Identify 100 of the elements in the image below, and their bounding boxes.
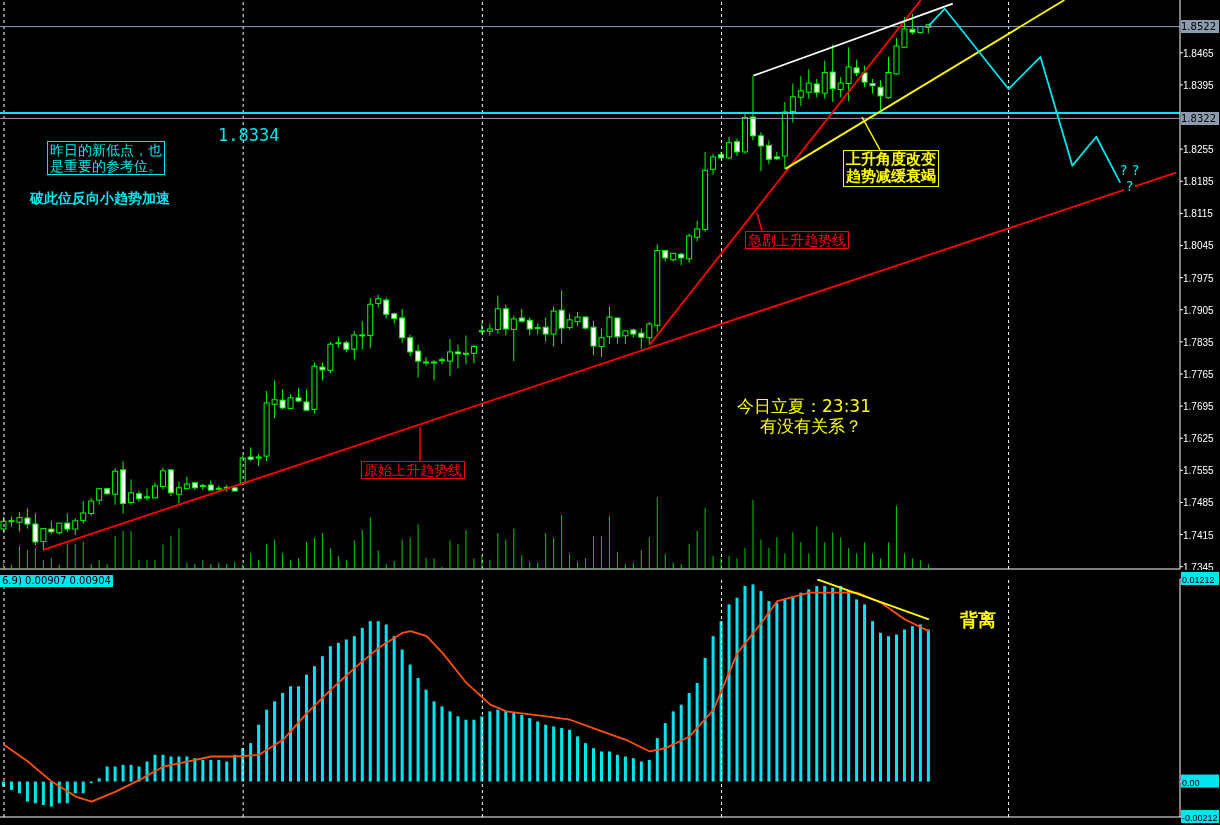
bar <box>145 761 149 782</box>
candlestick <box>478 322 485 335</box>
candlestick <box>710 153 717 176</box>
line-series <box>3 591 930 803</box>
bar <box>384 624 388 782</box>
bar <box>910 626 914 782</box>
bar <box>687 692 691 782</box>
candlestick <box>646 321 653 346</box>
y-tick-label: 1.7695 <box>1183 401 1215 413</box>
bar <box>392 636 396 782</box>
bar <box>328 646 332 782</box>
y-tick-label: 1.7835 <box>1183 336 1215 348</box>
bar <box>711 636 715 782</box>
bar <box>743 586 747 782</box>
bar <box>233 754 237 782</box>
bar <box>400 649 404 782</box>
bar <box>273 701 277 782</box>
candlestick <box>454 344 461 369</box>
candlestick <box>351 330 358 360</box>
ref-line-label: 1.8522 <box>1181 19 1219 33</box>
annotation: ? ? <box>1118 162 1142 179</box>
bar <box>663 723 667 782</box>
bar <box>49 781 53 807</box>
bar <box>289 686 293 782</box>
bar <box>520 714 524 782</box>
candlestick <box>128 479 135 506</box>
candlestick <box>813 78 820 98</box>
candlestick <box>159 467 166 491</box>
bar <box>815 586 819 782</box>
bar <box>312 666 316 782</box>
bar <box>225 761 229 782</box>
bar <box>584 743 588 782</box>
bar <box>496 709 500 782</box>
bar <box>185 756 189 782</box>
annotation: 有没有关系？ <box>760 416 862 437</box>
bar <box>360 627 364 782</box>
bar <box>592 748 595 782</box>
annotation: 原始上升趋势线 <box>361 461 465 480</box>
bar <box>655 738 659 782</box>
candlestick <box>167 469 174 497</box>
candlestick <box>407 334 414 357</box>
bar <box>257 724 261 782</box>
bar <box>464 719 468 782</box>
bar <box>73 781 77 794</box>
candlestick <box>183 476 190 490</box>
bar <box>17 781 21 794</box>
bar <box>320 656 324 782</box>
bar <box>775 602 779 782</box>
bar <box>735 597 739 782</box>
bar <box>902 629 906 782</box>
candlestick <box>112 467 119 506</box>
bar <box>416 677 420 782</box>
bar <box>432 701 436 782</box>
y-tick-label: 1.8115 <box>1183 208 1214 220</box>
bar <box>177 756 181 782</box>
bar <box>265 709 269 782</box>
candlestick <box>423 356 430 367</box>
y-tick-label: 1.8465 <box>1183 47 1215 59</box>
y-tick-label: 1.8185 <box>1183 176 1215 188</box>
bar <box>352 636 356 782</box>
bar <box>81 781 85 794</box>
candlestick <box>757 131 764 172</box>
bar <box>33 781 37 804</box>
bar <box>863 604 867 782</box>
candlestick <box>144 488 151 502</box>
bar <box>783 599 787 782</box>
bar <box>671 711 675 782</box>
candlestick <box>415 344 422 379</box>
bar <box>129 764 133 782</box>
candlestick <box>470 344 477 364</box>
candlestick <box>789 83 796 124</box>
bar <box>408 664 412 782</box>
y-tick-label: 1.8255 <box>1183 144 1215 156</box>
y-tick-label: 1.7415 <box>1183 529 1215 541</box>
bar <box>504 711 508 782</box>
candlestick <box>797 75 804 107</box>
annotation: 6.9) 0.00907 0.00904 <box>0 575 113 587</box>
bar <box>799 592 803 782</box>
y-tick-label: 1.7485 <box>1183 497 1215 509</box>
candlestick <box>486 323 493 336</box>
bar <box>807 589 811 782</box>
bar <box>336 642 340 782</box>
bar <box>695 682 699 782</box>
candlestick <box>80 500 87 525</box>
bar <box>368 621 372 782</box>
bar <box>297 686 300 782</box>
y-tick-label: 1.7555 <box>1183 465 1215 477</box>
bar <box>679 704 683 782</box>
annotation: 背离 <box>960 609 996 631</box>
bar <box>631 758 635 782</box>
bar <box>639 761 643 782</box>
candlestick <box>446 338 453 377</box>
candlestick <box>136 490 143 503</box>
bar <box>623 756 627 782</box>
candlestick <box>510 315 517 362</box>
bar <box>599 751 603 782</box>
bar <box>113 766 117 782</box>
bar <box>25 781 29 802</box>
bar <box>41 781 45 805</box>
bar <box>153 754 157 782</box>
